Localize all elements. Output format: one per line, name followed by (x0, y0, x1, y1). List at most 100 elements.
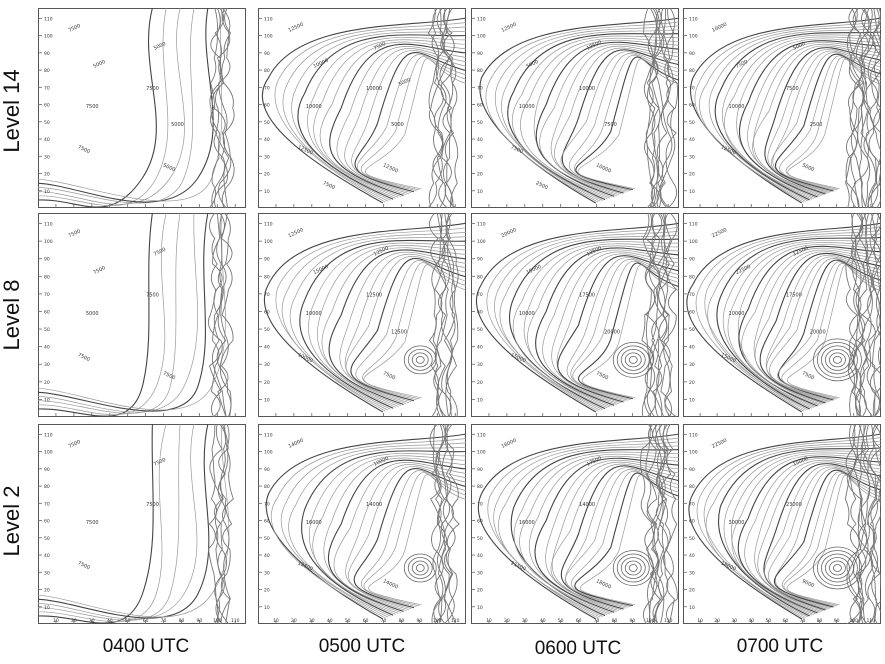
contour-line (846, 8, 864, 208)
x-tick-label: 80 (817, 618, 823, 624)
contour-label: 7500 (153, 457, 167, 468)
contour-line (539, 43, 679, 196)
contour-line (333, 462, 466, 611)
contour-line (652, 213, 668, 417)
contour-line (345, 256, 466, 403)
contour-line (38, 424, 210, 619)
contour-line (651, 213, 663, 417)
y-tick-label: 80 (689, 484, 695, 490)
y-tick-label: 50 (264, 120, 270, 126)
contour-label: 10000 (729, 311, 745, 317)
contour-label: 10000 (519, 104, 535, 110)
contour-line (280, 442, 466, 618)
contour-line (210, 8, 226, 208)
contour-line (534, 457, 679, 613)
contour-line (351, 50, 466, 194)
vortex-contour (612, 341, 654, 378)
contour-line (577, 58, 679, 190)
y-tick-label: 90 (264, 257, 270, 263)
contour-line (297, 34, 466, 200)
x-tick-label: 70 (594, 618, 600, 624)
contour-line (574, 472, 679, 607)
contour-line (512, 241, 679, 409)
vortex-contour (612, 550, 654, 586)
contour-line (495, 25, 679, 202)
y-tick-label: 80 (477, 68, 483, 74)
contour-line (441, 8, 456, 208)
y-tick-label: 50 (477, 120, 483, 126)
y-tick-label: 10 (264, 189, 270, 195)
contour-line (845, 8, 862, 208)
contour-line (307, 37, 466, 199)
contour-line (764, 47, 881, 195)
contour-label: 7500 (162, 371, 176, 382)
y-tick-label: 90 (264, 467, 270, 473)
y-tick-label: 50 (264, 327, 270, 333)
y-tick-label: 70 (264, 85, 270, 91)
contour-line (348, 466, 466, 610)
y-tick-label: 10 (44, 189, 50, 195)
contour-line (345, 464, 466, 610)
vortex-contour (829, 560, 846, 576)
contour-line (705, 444, 881, 618)
contour-line (211, 8, 229, 208)
contour-line (856, 424, 871, 624)
y-tick-label: 100 (689, 34, 698, 40)
y-tick-label: 80 (477, 484, 483, 490)
vortex-contour (628, 564, 638, 572)
x-tick-label: 20 (504, 618, 510, 624)
y-tick-label: 80 (689, 68, 695, 74)
contour-line (38, 213, 209, 412)
contour-line (568, 53, 679, 192)
contour-line (643, 8, 658, 208)
contour-line (319, 41, 466, 197)
row-label-level-8: Level 8 (0, 279, 24, 351)
y-tick-label: 60 (689, 309, 695, 315)
y-tick-label: 60 (477, 309, 483, 315)
y-tick-label: 50 (689, 536, 695, 542)
contour-line (38, 8, 169, 206)
contour-line (566, 257, 679, 402)
contour-line (38, 213, 226, 411)
contour-panel: 7500 7500 7500 7500 5000 7500 7500 10 20 30 40 50 60… (38, 213, 246, 417)
x-tick-label: 40 (748, 618, 754, 624)
contour-line (432, 8, 446, 208)
contour-line (849, 424, 863, 624)
panel-frame (38, 424, 246, 624)
y-tick-label: 100 (44, 239, 53, 245)
contour-line (519, 453, 679, 615)
x-tick-label: 30 (89, 618, 95, 624)
contour-line (499, 234, 679, 410)
vortex-contour (620, 348, 646, 371)
vortex-contour (403, 345, 437, 375)
y-tick-label: 10 (477, 189, 483, 195)
vortex-contour (620, 557, 646, 579)
contour-line (659, 8, 673, 208)
contour-line (263, 222, 466, 413)
contour-line (560, 51, 679, 193)
contour-line (871, 8, 881, 208)
contour-line (441, 8, 454, 208)
contour-panel: 16000 14000 21500 17500 16000 18000 10 20 30 40 50… (471, 424, 679, 624)
contour-line (542, 249, 679, 405)
contour-line (486, 226, 679, 412)
contour-line (656, 8, 670, 208)
col-label-0600: 0600 UTC (534, 638, 622, 659)
panel-frame (683, 213, 881, 417)
x-tick-label: 70 (381, 618, 387, 624)
contour-line (207, 213, 223, 417)
contour-line (308, 242, 466, 408)
col-label-0400: 0400 UTC (102, 636, 190, 657)
y-tick-label: 60 (44, 103, 50, 109)
contour-plot: 1250010000750012500100001000050007500250… (471, 8, 679, 208)
contour-line (475, 222, 679, 413)
contour-line (356, 54, 466, 192)
x-tick-label: 10 (273, 618, 279, 624)
contour-line (860, 424, 876, 624)
contour-line (317, 245, 466, 407)
contour-label: 7500 (153, 247, 167, 258)
y-tick-label: 20 (44, 172, 50, 178)
vortex-contour (628, 355, 638, 364)
contour-line (859, 213, 876, 417)
contour-label: 5000 (162, 162, 176, 173)
